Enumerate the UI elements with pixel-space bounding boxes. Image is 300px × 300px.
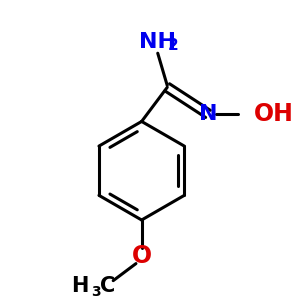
Text: C: C [100,276,115,296]
Text: OH: OH [254,102,293,126]
Text: O: O [132,244,152,268]
Text: NH: NH [139,32,176,52]
Text: 2: 2 [167,38,178,53]
Text: 3: 3 [92,285,101,299]
Text: H: H [71,276,88,296]
Text: N: N [199,104,217,124]
